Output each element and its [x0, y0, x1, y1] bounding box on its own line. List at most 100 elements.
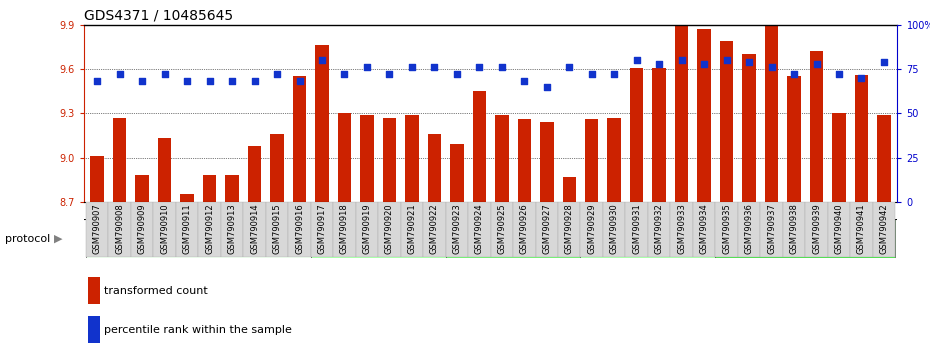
Bar: [491, 202, 513, 257]
Bar: [244, 202, 266, 257]
Point: [831, 72, 846, 77]
Bar: [720, 41, 734, 202]
Point: [584, 72, 599, 77]
Text: siRNA TNFa-OMe: siRNA TNFa-OMe: [604, 234, 691, 244]
Bar: [630, 68, 644, 202]
Text: GSM790925: GSM790925: [498, 204, 506, 254]
Point: [247, 79, 262, 84]
Point: [472, 64, 486, 70]
Text: GSM790934: GSM790934: [699, 204, 709, 254]
Bar: [828, 202, 850, 257]
Point: [427, 64, 442, 70]
Point: [202, 79, 217, 84]
Point: [719, 57, 734, 63]
Bar: [382, 118, 396, 202]
Point: [405, 64, 419, 70]
Point: [314, 57, 329, 63]
Bar: [355, 202, 379, 257]
Text: GSM790922: GSM790922: [430, 204, 439, 254]
Bar: [675, 25, 688, 202]
Bar: [176, 202, 198, 257]
Text: GSM790923: GSM790923: [452, 204, 461, 254]
Bar: [563, 177, 576, 202]
Bar: [715, 202, 737, 257]
Bar: [468, 202, 490, 257]
Text: percentile rank within the sample: percentile rank within the sample: [104, 325, 292, 335]
Bar: [86, 219, 311, 258]
Bar: [311, 202, 333, 257]
Bar: [158, 138, 171, 202]
Point: [292, 79, 307, 84]
Point: [382, 72, 397, 77]
Bar: [271, 134, 284, 202]
Text: protocol: protocol: [5, 234, 50, 244]
Bar: [832, 113, 845, 202]
Text: GSM790907: GSM790907: [93, 204, 101, 254]
Point: [517, 79, 532, 84]
Point: [606, 72, 621, 77]
Point: [787, 72, 802, 77]
Bar: [220, 202, 244, 257]
Text: GDS4371 / 10485645: GDS4371 / 10485645: [84, 8, 232, 22]
Bar: [428, 134, 441, 202]
Text: GSM790929: GSM790929: [587, 204, 596, 254]
Bar: [247, 146, 261, 202]
Text: GSM790941: GSM790941: [857, 204, 866, 254]
Bar: [86, 202, 109, 257]
Point: [270, 72, 285, 77]
Bar: [805, 202, 828, 257]
Bar: [87, 277, 100, 304]
Bar: [225, 175, 239, 202]
Bar: [536, 202, 558, 257]
Text: siRNA scrambled: siRNA scrambled: [334, 234, 422, 244]
Text: GSM790913: GSM790913: [228, 204, 236, 254]
Bar: [742, 54, 756, 202]
Text: GSM790930: GSM790930: [610, 204, 618, 254]
Point: [854, 75, 869, 81]
Text: GSM790933: GSM790933: [677, 204, 686, 254]
Bar: [580, 219, 715, 258]
Bar: [113, 118, 126, 202]
Bar: [850, 202, 872, 257]
Bar: [472, 91, 486, 202]
Bar: [603, 202, 626, 257]
Text: GSM790938: GSM790938: [790, 204, 799, 254]
Point: [157, 72, 172, 77]
Text: GSM790918: GSM790918: [340, 204, 349, 254]
Text: GSM790919: GSM790919: [363, 204, 371, 254]
Text: GSM790912: GSM790912: [206, 204, 214, 254]
Point: [225, 79, 240, 84]
Text: ▶: ▶: [54, 234, 62, 244]
Bar: [315, 45, 328, 202]
Bar: [855, 75, 869, 202]
Text: control: control: [180, 234, 217, 244]
Text: GSM790931: GSM790931: [632, 204, 641, 254]
Point: [337, 72, 352, 77]
Point: [652, 61, 667, 67]
Text: GSM790914: GSM790914: [250, 204, 259, 254]
Text: GSM790937: GSM790937: [767, 204, 776, 254]
Text: GSM790928: GSM790928: [565, 204, 574, 254]
Text: GSM790927: GSM790927: [542, 204, 551, 254]
Bar: [445, 219, 580, 258]
Text: GSM790916: GSM790916: [295, 204, 304, 254]
Bar: [495, 115, 509, 202]
Bar: [136, 175, 149, 202]
Bar: [653, 68, 666, 202]
Text: siRNA TNFa-OMe-P: siRNA TNFa-OMe-P: [757, 234, 854, 244]
Text: GSM790936: GSM790936: [745, 204, 753, 254]
Text: transformed count: transformed count: [104, 286, 207, 296]
Point: [495, 64, 510, 70]
Point: [697, 61, 711, 67]
Bar: [109, 202, 131, 257]
Text: GSM790908: GSM790908: [115, 204, 125, 254]
Bar: [450, 144, 463, 202]
Text: siRNA TNFa: siRNA TNFa: [484, 234, 542, 244]
Bar: [360, 115, 374, 202]
Point: [630, 57, 644, 63]
Bar: [288, 202, 311, 257]
Bar: [540, 122, 553, 202]
Bar: [131, 202, 153, 257]
Point: [764, 64, 779, 70]
Bar: [87, 316, 100, 343]
